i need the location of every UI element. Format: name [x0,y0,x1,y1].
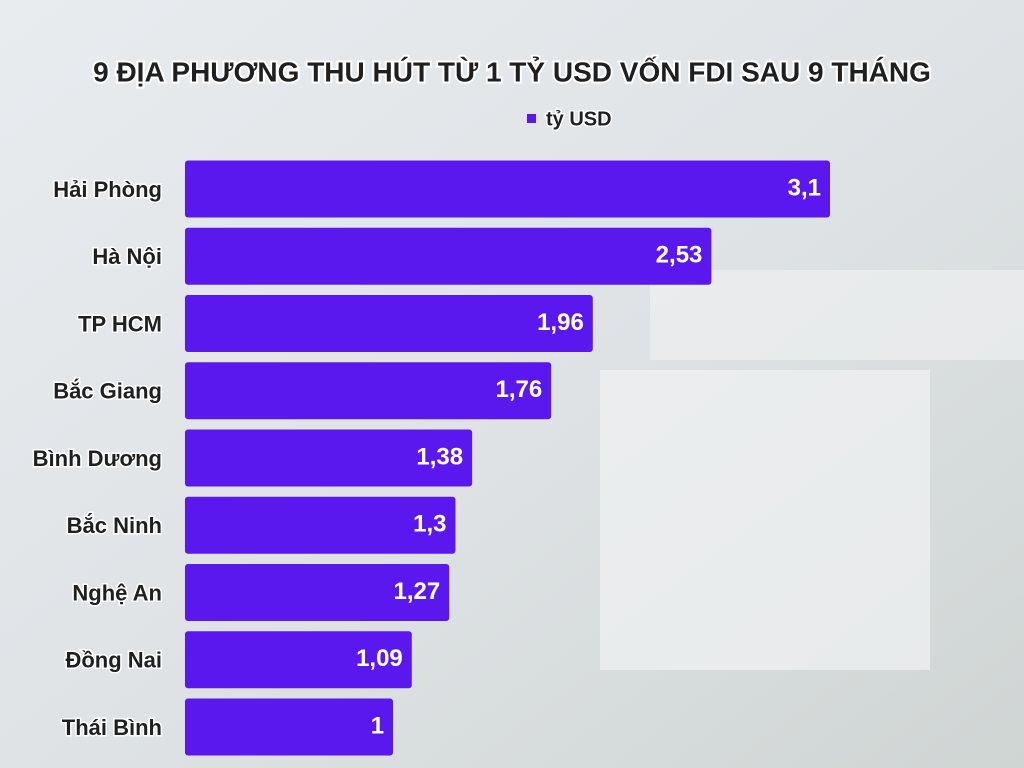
bar [185,295,593,352]
y-tick-label: Bắc Ninh [67,513,162,538]
value-label: 1,09 [356,645,403,672]
value-label: 1,96 [537,309,584,336]
y-tick-label: Bình Dương [33,446,162,471]
background-building [650,270,1024,360]
y-tick-label: Nghệ An [72,580,162,605]
y-tick-label: Bắc Giang [53,379,162,404]
y-tick-label: TP HCM [78,311,162,336]
bar [185,429,473,487]
value-label: 1,38 [416,443,463,470]
y-tick-label: Hải Phòng [53,177,162,202]
bar [185,698,394,756]
value-label: 2,53 [656,242,703,269]
bar [185,496,456,554]
value-label: 1 [371,712,384,739]
y-tick-label: Đồng Nai [65,648,162,673]
bar [185,227,712,285]
chart-title: 9 ĐỊA PHƯƠNG THU HÚT TỪ 1 TỶ USD VỐN FDI… [93,55,931,87]
y-tick-label: Thái Bình [62,715,162,740]
y-tick-label: Hà Nội [92,244,162,269]
bar [185,564,450,621]
bar [185,362,552,420]
value-label: 1,3 [413,511,446,538]
background-building [600,370,930,670]
legend-label: tỷ USD [546,108,612,130]
value-label: 1,76 [495,376,542,403]
legend-swatch [527,114,536,123]
bar [185,631,412,689]
value-label: 1,27 [394,578,441,605]
value-label: 3,1 [788,174,821,201]
bar [185,160,830,218]
